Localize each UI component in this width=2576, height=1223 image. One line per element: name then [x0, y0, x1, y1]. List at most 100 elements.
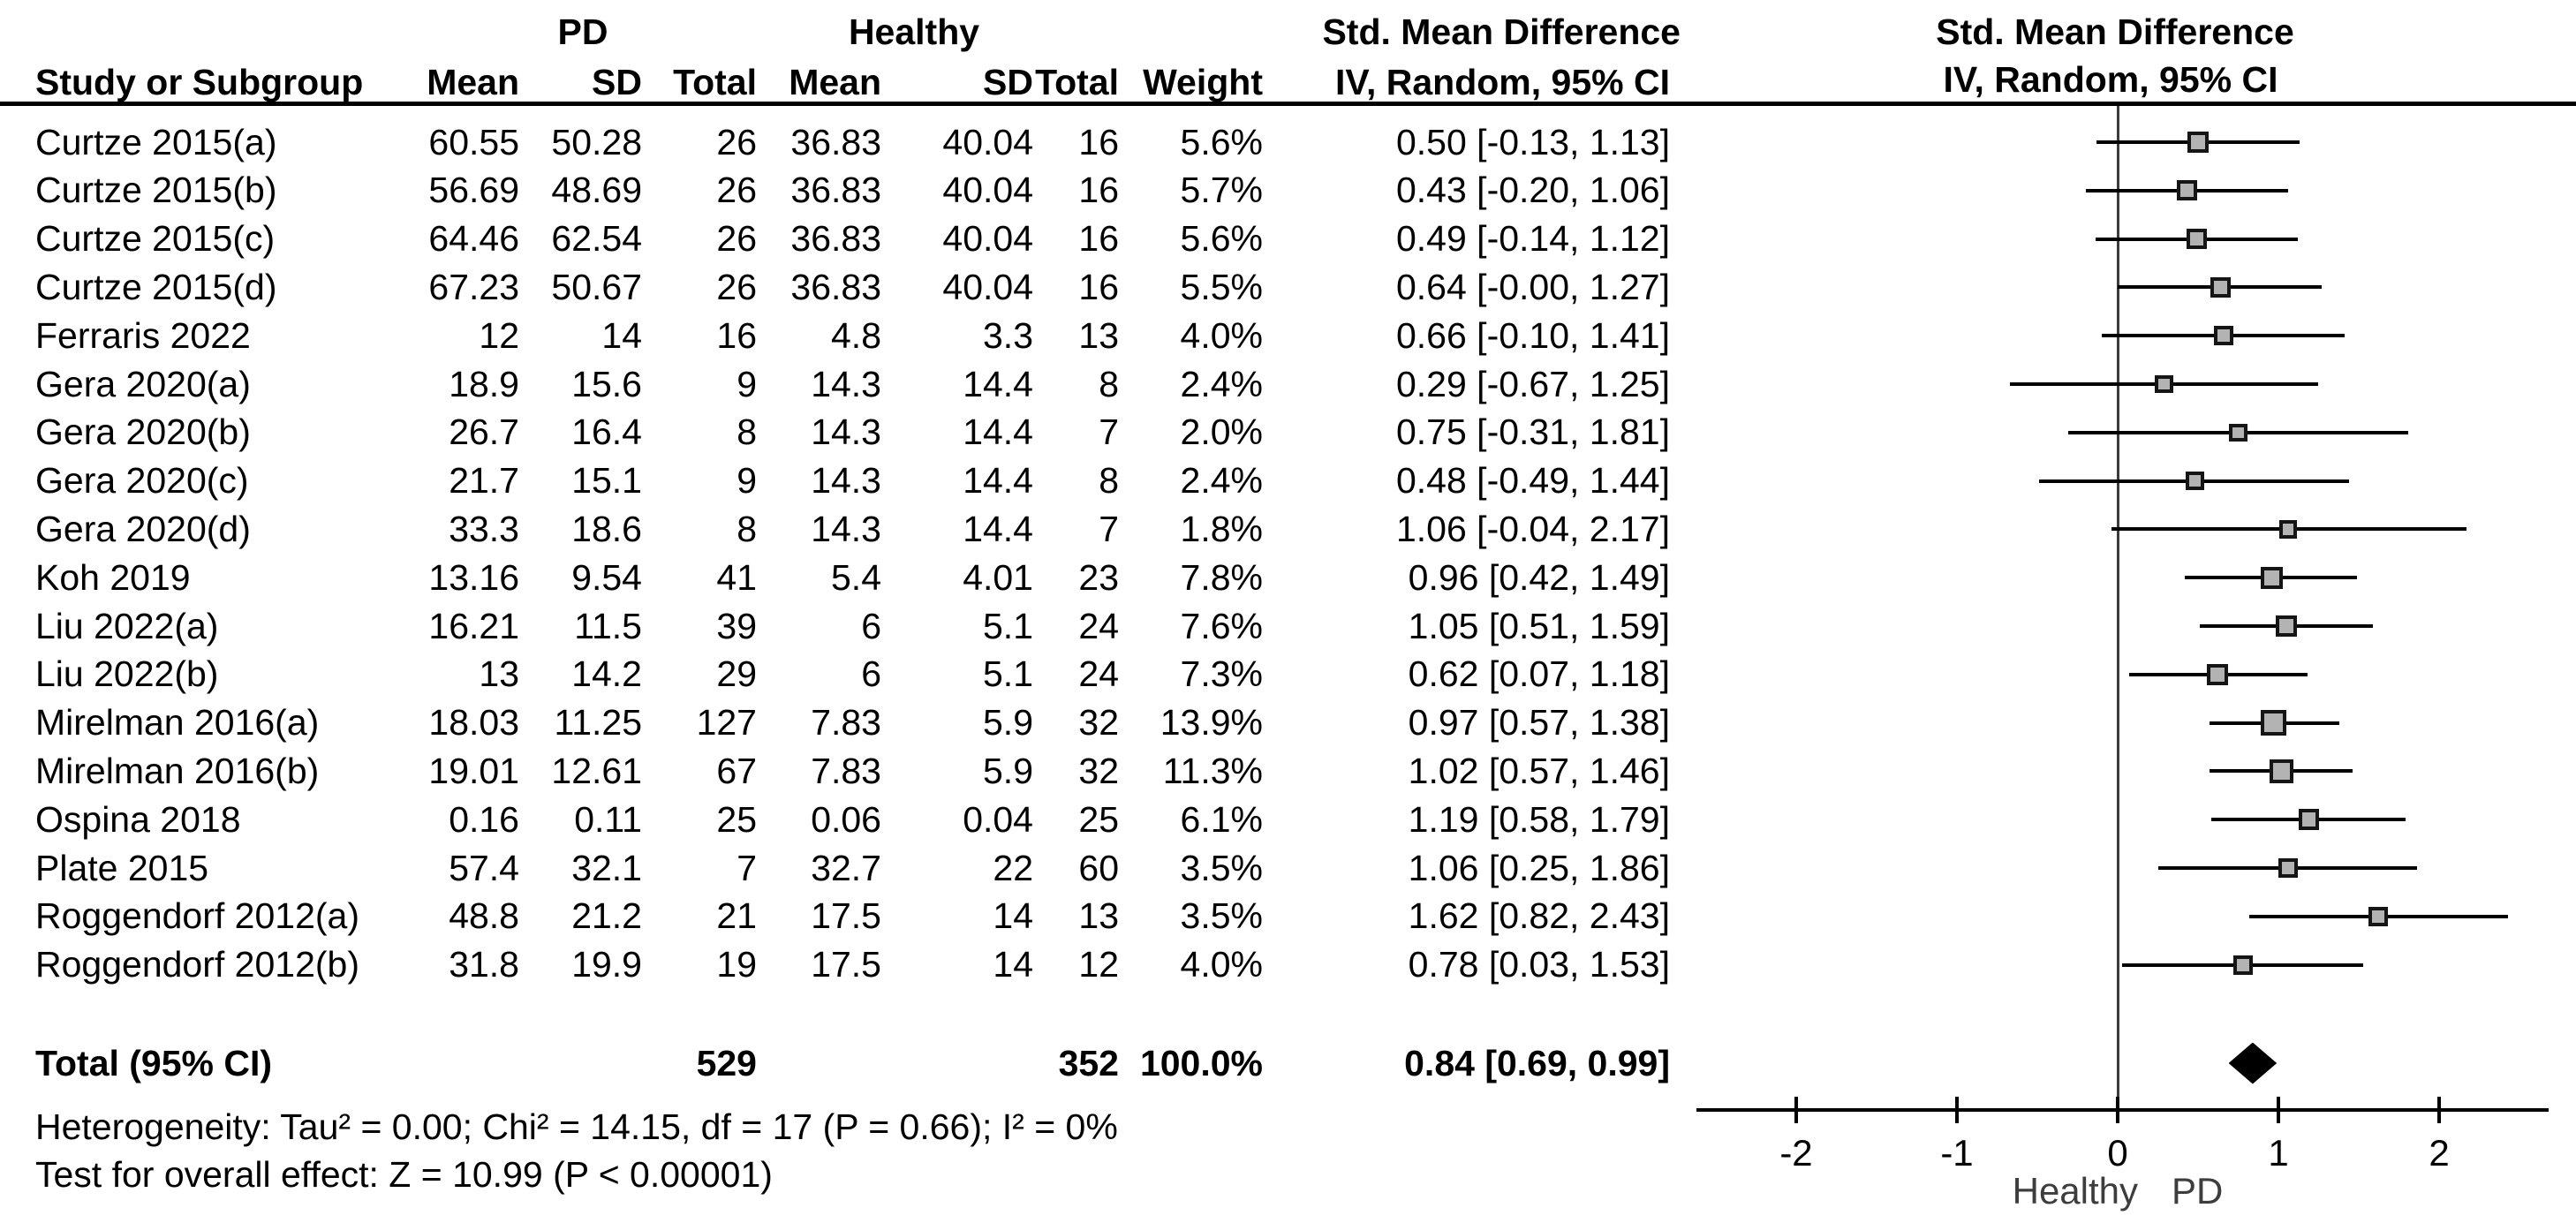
cell-ci: 0.96 [0.42, 1.49] — [1408, 556, 1670, 598]
cell-h_total: 12 — [1078, 944, 1119, 985]
zero-effect-line — [2116, 106, 2119, 1110]
effect-square — [2210, 276, 2232, 298]
cell-pd_mean: 12 — [479, 314, 519, 356]
cell-ci: 1.62 [0.82, 2.43] — [1408, 895, 1670, 937]
ci-whisker — [2038, 479, 2350, 483]
table-row: Gera 2020(c) 21.7 15.1 9 14.3 14.4 8 2.4% 0.48 [… — [0, 457, 1687, 505]
ci-whisker — [2249, 914, 2509, 918]
effect-square — [2368, 906, 2388, 926]
table-row: Mirelman 2016(b) 19.01 12.61 67 7.83 5.9 32 11.… — [0, 747, 1687, 796]
ci-whisker — [2101, 334, 2345, 338]
ci-whisker — [2096, 140, 2300, 144]
cell-h_mean: 7.83 — [811, 702, 881, 744]
cell-h_mean: 14.3 — [811, 508, 881, 549]
cell-weight: 5.5% — [1180, 266, 1263, 307]
cell-pd_total: 39 — [716, 605, 757, 646]
cell-pd_sd: 14.2 — [571, 653, 642, 695]
col-header-weight: Weight — [1143, 62, 1263, 102]
cell-pd_mean: 21.7 — [449, 460, 519, 502]
ci-whisker — [2122, 963, 2364, 967]
effect-square — [2269, 759, 2294, 784]
cell-study: Roggendorf 2012(a) — [35, 895, 359, 937]
col-header-h-mean: Mean — [789, 62, 881, 102]
total-h-n: 352 — [1058, 1043, 1119, 1083]
cell-weight: 13.9% — [1160, 702, 1263, 744]
header-rule — [0, 102, 2576, 106]
cell-study: Gera 2020(d) — [35, 508, 251, 549]
group-header-pd: PD — [557, 11, 608, 52]
ci-whisker — [2185, 576, 2358, 580]
ci-whisker — [2111, 527, 2466, 532]
cell-h_sd: 40.04 — [942, 121, 1033, 162]
cell-h_mean: 0.06 — [811, 798, 881, 840]
cell-study: Roggendorf 2012(b) — [35, 944, 359, 985]
cell-pd_mean: 67.23 — [428, 266, 519, 307]
cell-ci: 1.19 [0.58, 1.79] — [1408, 798, 1670, 840]
x-axis — [1696, 1108, 2549, 1112]
cell-pd_total: 26 — [716, 121, 757, 162]
effect-square — [2214, 326, 2234, 346]
col-header-pd-sd: SD — [592, 62, 642, 102]
cell-pd_mean: 56.69 — [428, 170, 519, 211]
cell-pd_sd: 15.6 — [571, 363, 642, 404]
cell-h_sd: 5.1 — [983, 605, 1033, 646]
cell-ci: 0.43 [-0.20, 1.06] — [1395, 170, 1670, 211]
cell-h_total: 8 — [1099, 460, 1119, 502]
axis-direction-labels: Healthy PD — [2013, 1170, 2224, 1212]
cell-study: Curtze 2015(d) — [35, 266, 277, 307]
cell-pd_sd: 15.1 — [571, 460, 642, 502]
cell-h_total: 16 — [1078, 170, 1119, 211]
cell-ci: 0.49 [-0.14, 1.12] — [1395, 218, 1670, 260]
cell-weight: 6.1% — [1180, 798, 1263, 840]
cell-pd_mean: 16.21 — [428, 605, 519, 646]
cell-weight: 5.7% — [1180, 170, 1263, 211]
cell-weight: 3.5% — [1180, 847, 1263, 888]
cell-pd_sd: 0.11 — [574, 798, 642, 840]
cell-pd_mean: 0.16 — [449, 798, 519, 840]
table-row: Plate 2015 57.4 32.1 7 32.7 22 60 3.5% 1.06 [0.2… — [0, 844, 1687, 893]
col-header-pd-total: Total — [673, 62, 757, 102]
axis-tick-label: -2 — [1779, 1132, 1813, 1174]
cell-weight: 5.6% — [1180, 121, 1263, 162]
cell-weight: 7.3% — [1180, 653, 1263, 695]
cell-pd_mean: 18.03 — [428, 702, 519, 744]
ci-whisker — [2095, 237, 2298, 241]
cell-h_total: 16 — [1078, 266, 1119, 307]
cell-study: Koh 2019 — [35, 556, 191, 598]
cell-h_total: 24 — [1078, 605, 1119, 646]
cell-pd_total: 16 — [716, 314, 757, 356]
cell-h_total: 16 — [1078, 121, 1119, 162]
axis-tick — [2437, 1097, 2441, 1123]
cell-weight: 7.8% — [1180, 556, 1263, 598]
axis-tick — [2277, 1097, 2280, 1123]
effect-square — [2278, 520, 2298, 539]
cell-h_mean: 7.83 — [811, 750, 881, 791]
cell-h_total: 25 — [1078, 798, 1119, 840]
group-header-healthy: Healthy — [848, 11, 980, 52]
cell-h_total: 13 — [1078, 895, 1119, 937]
cell-h_sd: 40.04 — [942, 266, 1033, 307]
axis-tick-label: -1 — [1940, 1132, 1974, 1174]
cell-pd_sd: 11.25 — [554, 702, 642, 744]
col-header-h-total: Total — [1035, 62, 1119, 102]
cell-h_total: 16 — [1078, 218, 1119, 260]
cell-h_total: 7 — [1099, 411, 1119, 453]
cell-weight: 7.6% — [1180, 605, 1263, 646]
cell-ci: 1.06 [0.25, 1.86] — [1408, 847, 1670, 888]
cell-h_sd: 14.4 — [963, 460, 1033, 502]
effect-square — [2187, 132, 2209, 153]
col-header-study: Study or Subgroup — [35, 62, 364, 102]
cell-study: Liu 2022(b) — [35, 653, 219, 695]
ci-whisker — [2157, 866, 2417, 870]
cell-study: Curtze 2015(c) — [35, 218, 276, 260]
cell-h_sd: 14.4 — [963, 411, 1033, 453]
axis-tick-label: 2 — [2429, 1132, 2450, 1174]
cell-h_mean: 14.3 — [811, 460, 881, 502]
cell-h_sd: 14.4 — [963, 508, 1033, 549]
cell-h_sd: 5.1 — [983, 653, 1033, 695]
effect-square — [2206, 663, 2229, 686]
axis-tick — [1794, 1097, 1798, 1123]
effect-square — [2260, 709, 2287, 736]
cell-h_mean: 14.3 — [811, 363, 881, 404]
cell-pd_mean: 48.8 — [449, 895, 519, 937]
